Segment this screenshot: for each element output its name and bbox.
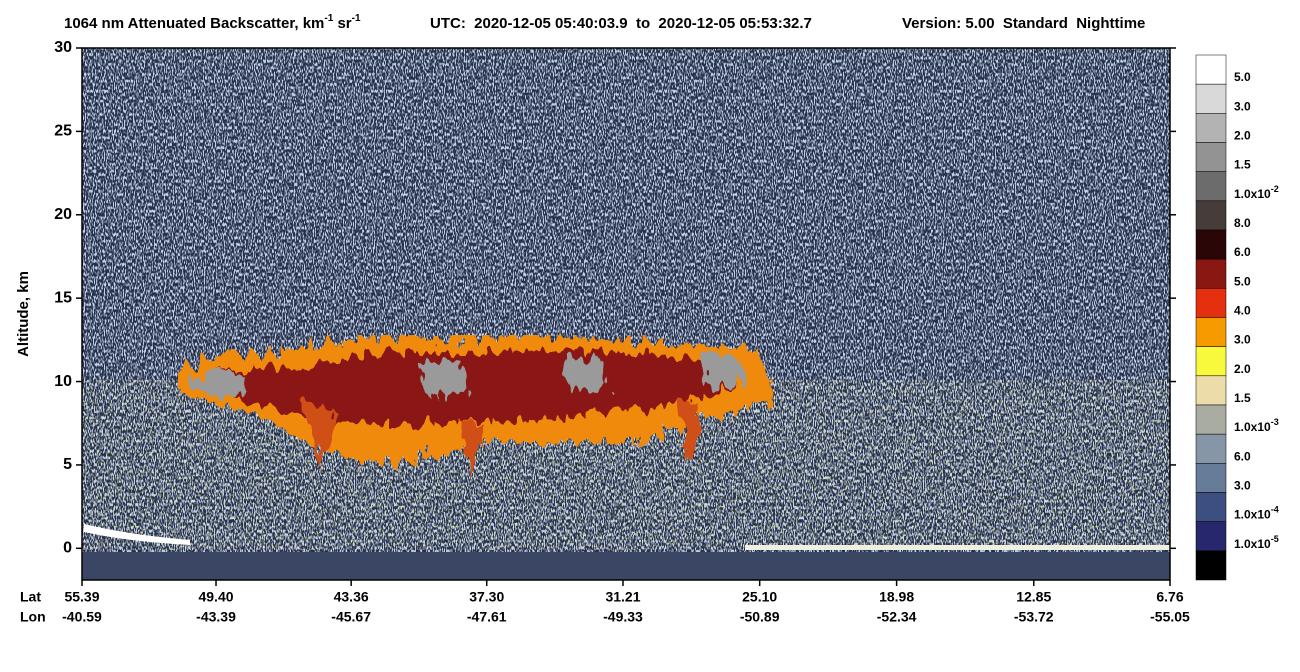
colorbar-label-text: 5.0 (1234, 275, 1251, 289)
colorbar-label: 3.0 (1234, 479, 1251, 493)
colorbar-label: 1.0x10-5 (1234, 534, 1279, 551)
colorbar-swatch (1195, 521, 1227, 552)
title-sup: -1 (352, 13, 361, 24)
x-row-label: Lon (20, 609, 46, 625)
x-tick-label: 55.39 (64, 589, 99, 605)
surface-return (84, 524, 190, 545)
colorbar-label-text: 6.0 (1234, 245, 1251, 259)
colorbar-label-text: 8.0 (1234, 216, 1251, 230)
x-tick-label: 43.36 (334, 589, 369, 605)
colorbar-label-text: 1.5 (1234, 158, 1251, 172)
colorbar-label-sup: -5 (1271, 534, 1279, 544)
y-tick-label: 15 (54, 289, 72, 306)
colorbar-label: 8.0 (1234, 216, 1251, 230)
y-tick-label: 0 (63, 540, 72, 557)
colorbar-label: 2.0 (1234, 129, 1251, 143)
colorbar-swatch (1195, 404, 1227, 435)
colorbar-label: 1.5 (1234, 391, 1251, 405)
colorbar-label-text: 1.0x10 (1234, 187, 1271, 201)
lon-tick-label: -52.34 (877, 609, 917, 625)
lon-tick-label: -40.59 (62, 609, 102, 625)
colorbar-label: 5.0 (1234, 275, 1251, 289)
colorbar-label-text: 5.0 (1234, 70, 1251, 84)
x-tick-label: 49.40 (198, 589, 233, 605)
colorbar-label-sup: -4 (1271, 505, 1279, 515)
surface-return (745, 545, 1170, 550)
x-tick-label: 31.21 (605, 589, 640, 605)
colorbar-label-text: 4.0 (1234, 304, 1251, 318)
x-tick-label: 37.30 (469, 589, 504, 605)
lon-tick-label: -55.05 (1150, 609, 1190, 625)
colorbar-label-text: 6.0 (1234, 450, 1251, 464)
chart-title: 1064 nm Attenuated Backscatter, km-1 sr-… (64, 13, 361, 32)
colorbar-swatch (1195, 171, 1227, 202)
colorbar-label: 3.0 (1234, 100, 1251, 114)
colorbar-swatch (1195, 229, 1227, 260)
title-text: 1064 nm Attenuated Backscatter, km (64, 15, 324, 32)
x-tick-label: 12.85 (1016, 589, 1051, 605)
colorbar-label-text: 1.0x10 (1234, 508, 1271, 522)
colorbar-swatch (1195, 200, 1227, 231)
colorbar-swatch (1195, 142, 1227, 172)
lon-tick-label: -45.67 (331, 609, 371, 625)
y-tick-label: 30 (54, 39, 72, 56)
colorbar-swatch (1195, 346, 1227, 377)
version: Version: 5.00 Standard Nighttime (902, 15, 1145, 32)
colorbar-label-sup: -3 (1271, 418, 1279, 428)
colorbar-swatch (1195, 317, 1227, 347)
colorbar-swatch (1195, 288, 1227, 318)
colorbar-label: 1.0x10-3 (1234, 418, 1279, 435)
colorbar-label-text: 1.0x10 (1234, 537, 1271, 551)
colorbar-label: 1.5 (1234, 158, 1251, 172)
x-tick-label: 6.76 (1156, 589, 1183, 605)
colorbar-swatch (1195, 83, 1227, 114)
title-sup: -1 (324, 13, 333, 24)
colorbar-label-text: 1.0x10 (1234, 420, 1271, 434)
colorbar-swatch (1195, 492, 1227, 522)
colorbar-label-text: 3.0 (1234, 100, 1251, 114)
colorbar-swatch (1195, 54, 1227, 85)
colorbar-swatch (1195, 258, 1227, 289)
colorbar-label: 5.0 (1234, 70, 1251, 84)
plot-frame (81, 47, 1171, 581)
y-tick-label: 10 (54, 373, 72, 390)
colorbar-label: 1.0x10-4 (1234, 505, 1279, 522)
subsurface (82, 552, 1170, 580)
colorbar-label: 4.0 (1234, 304, 1251, 318)
colorbar-label: 6.0 (1234, 245, 1251, 259)
colorbar-swatch (1195, 113, 1227, 143)
x-tick-label: 25.10 (742, 589, 777, 605)
colorbar-swatch (1195, 550, 1227, 581)
colorbar-label: 6.0 (1234, 450, 1251, 464)
lon-tick-label: -43.39 (196, 609, 236, 625)
y-tick-label: 20 (54, 206, 72, 223)
colorbar-label-sup: -2 (1271, 184, 1279, 194)
y-axis-label: Altitude, km (15, 271, 32, 357)
lon-tick-label: -47.61 (467, 609, 507, 625)
x-row-label: Lat (20, 589, 41, 605)
title-text: sr (333, 15, 352, 32)
colorbar-label: 1.0x10-2 (1234, 184, 1279, 201)
colorbar-swatch (1195, 463, 1227, 493)
x-tick-label: 18.98 (879, 589, 914, 605)
colorbar-swatch (1195, 375, 1227, 406)
cloud-layer (178, 335, 775, 480)
colorbar-label: 3.0 (1234, 333, 1251, 347)
lon-tick-label: -53.72 (1014, 609, 1054, 625)
colorbar-label-text: 3.0 (1234, 333, 1251, 347)
lon-tick-label: -50.89 (740, 609, 780, 625)
y-tick-label: 5 (63, 456, 72, 473)
colorbar-label-text: 1.5 (1234, 391, 1251, 405)
utc-range: UTC: 2020-12-05 05:40:03.9 to 2020-12-05… (430, 15, 812, 32)
plot-area (82, 48, 1170, 580)
colorbar-label-text: 3.0 (1234, 479, 1251, 493)
y-tick-label: 25 (54, 123, 72, 140)
colorbar-label-text: 2.0 (1234, 362, 1251, 376)
colorbar-label: 2.0 (1234, 362, 1251, 376)
colorbar-swatch (1195, 433, 1227, 464)
colorbar-label-text: 2.0 (1234, 129, 1251, 143)
lon-tick-label: -49.33 (603, 609, 643, 625)
